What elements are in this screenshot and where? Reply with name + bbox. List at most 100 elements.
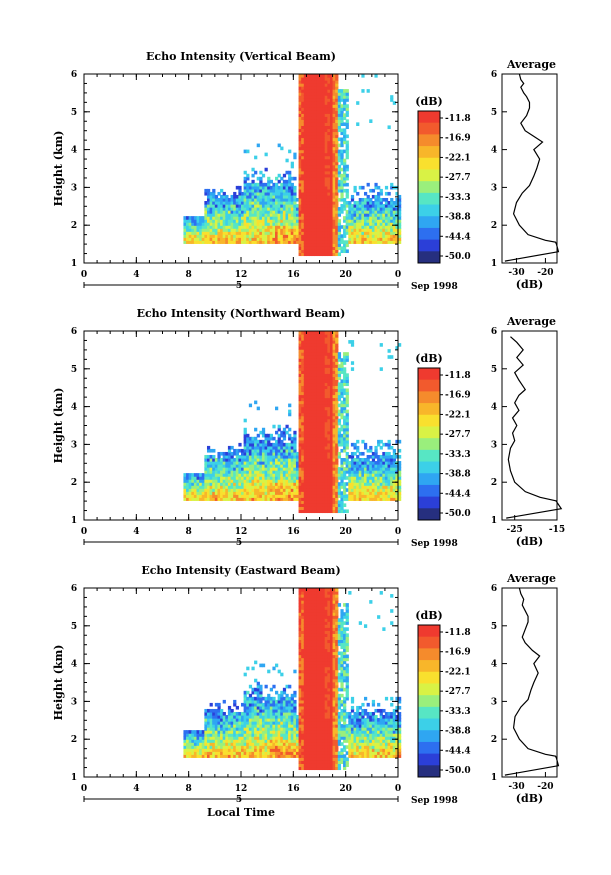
heatmap-cell (322, 182, 326, 187)
heatmap-cell (206, 464, 211, 468)
heatmap-cell (301, 164, 305, 169)
heatmap-cell (332, 491, 336, 495)
heatmap-cell (233, 745, 237, 749)
heatmap-cell (225, 497, 229, 501)
heatmap-cell (267, 182, 271, 187)
heatmap-cell (277, 485, 281, 489)
heatmap-cell (212, 485, 216, 489)
heatmap-cell (314, 373, 318, 377)
heatmap-cell (188, 485, 192, 489)
heatmap-cell (295, 222, 300, 226)
heatmap-cell (332, 173, 336, 178)
heatmap-cell (293, 213, 297, 217)
heatmap-cell (193, 479, 198, 483)
heatmap-cell (311, 252, 315, 257)
heatmap-cell (209, 491, 213, 495)
heatmap-cell (288, 173, 292, 178)
heatmap-cell (220, 715, 224, 719)
heatmap-cell (311, 482, 315, 486)
heatmap-cell (267, 216, 271, 220)
heatmap-cell (212, 718, 216, 722)
heatmap-cell (251, 201, 255, 205)
heatmap-cell (264, 473, 268, 477)
heatmap-cell (319, 137, 323, 142)
heatmap-cell (206, 494, 211, 498)
heatmap-cell (337, 509, 342, 514)
heatmap-cell (267, 476, 271, 480)
heatmap-cell (280, 231, 284, 235)
colorbar-label: -27.7 (445, 430, 471, 440)
heatmap-cell (303, 415, 308, 420)
colorbar-label: -11.8 (445, 114, 471, 124)
heatmap-cell (290, 231, 294, 235)
heatmap-cell (361, 74, 365, 78)
heatmap-cell (303, 92, 308, 96)
heatmap-cell (293, 225, 297, 229)
heatmap-cell (303, 225, 308, 229)
heatmap-cell (340, 409, 344, 414)
heatmap-cell (316, 391, 321, 396)
heatmap-cell (329, 337, 334, 341)
heatmap-cell (280, 488, 284, 492)
heatmap-cell (280, 216, 284, 220)
heatmap-cell (340, 485, 344, 489)
heatmap-cell (261, 442, 266, 447)
heatmap-cell (374, 479, 378, 483)
heatmap-cell (387, 355, 391, 359)
heatmap-cell (306, 509, 310, 514)
heatmap-cell (311, 430, 315, 435)
heatmap-cell (371, 216, 376, 220)
heatmap-cell (196, 736, 200, 740)
heatmap-cell (206, 231, 211, 235)
heatmap-cell (303, 454, 308, 459)
heatmap-cell (311, 331, 315, 335)
heatmap-cell (309, 355, 313, 359)
heatmap-cell (275, 219, 279, 223)
heatmap-cell (327, 491, 331, 495)
heatmap-cell (238, 204, 242, 208)
heatmap-cell (301, 352, 305, 356)
heatmap-cell (309, 161, 313, 166)
heatmap-cell (212, 745, 216, 749)
heatmap-cell (309, 122, 313, 127)
heatmap-cell (319, 421, 323, 426)
heatmap-cell (322, 355, 326, 359)
heatmap-cell (212, 219, 216, 223)
heatmap-cell (230, 739, 234, 743)
heatmap-cell (319, 204, 323, 208)
heatmap-cell (235, 467, 239, 471)
heatmap-cell (282, 436, 287, 441)
heatmap-cell (316, 252, 321, 257)
heatmap-cell (350, 491, 355, 495)
heatmap-cell (309, 461, 313, 465)
heatmap-cell (363, 476, 368, 480)
heatmap-cell (319, 488, 323, 492)
heatmap-cell (303, 509, 308, 514)
heatmap-cell (301, 225, 305, 229)
heatmap-cell (322, 406, 326, 411)
heatmap-cell (314, 442, 318, 447)
heatmap-cell (382, 197, 386, 202)
heatmap-cell (272, 464, 276, 468)
heatmap-cell (309, 349, 313, 353)
heatmap-cell (332, 458, 336, 462)
heatmap-cell (306, 98, 310, 102)
heatmap-cell (264, 485, 268, 489)
heatmap-cell (303, 479, 308, 483)
heatmap-cell (335, 394, 339, 399)
heatmap-cell (298, 409, 302, 414)
heatmap-cell (332, 204, 336, 208)
heatmap-cell (353, 213, 357, 217)
heatmap-cell (193, 745, 198, 749)
heatmap-cell (251, 476, 255, 480)
heatmap-cell (314, 337, 318, 341)
heatmap-cell (314, 146, 318, 151)
heatmap-cell (329, 352, 334, 356)
heatmap-cell (225, 222, 229, 226)
heatmap-cell (366, 494, 370, 498)
heatmap-cell (204, 494, 208, 498)
heatmap-cell (319, 379, 323, 384)
heatmap-cell (332, 95, 336, 99)
heatmap-cell (225, 467, 229, 471)
heatmap-cell (235, 488, 239, 492)
